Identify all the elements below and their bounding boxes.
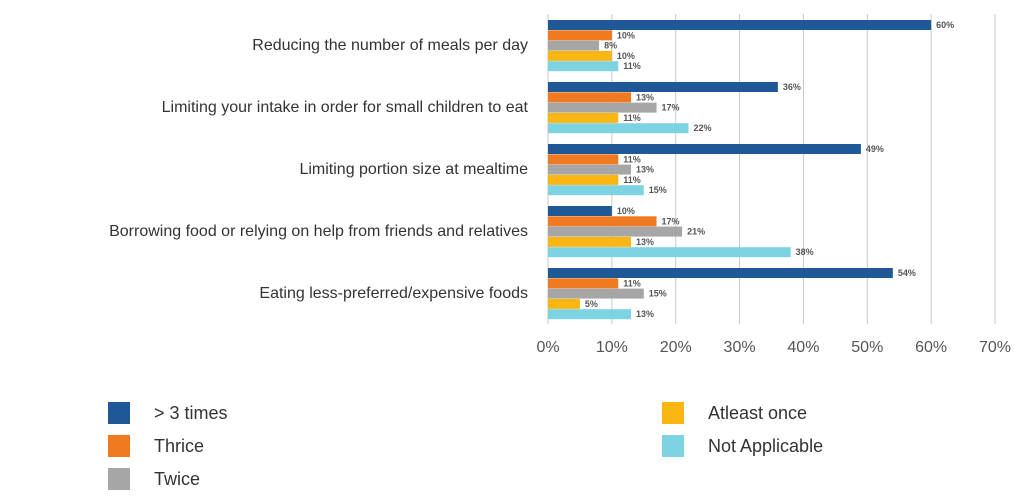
legend-item: > 3 times (108, 401, 228, 425)
legend-item: Atleast once (662, 401, 807, 425)
bar (548, 30, 612, 41)
legend-swatch (108, 468, 130, 490)
bar (548, 112, 619, 123)
bar (548, 174, 619, 185)
x-tick-label: 50% (851, 339, 883, 356)
legend-swatch (662, 402, 684, 424)
bar (548, 20, 932, 30)
data-label: 11% (623, 175, 641, 185)
data-label: 10% (617, 206, 635, 216)
bar (548, 247, 791, 258)
category-label: Reducing the number of meals per day (252, 37, 528, 54)
x-tick-label: 20% (660, 339, 692, 356)
legend-label: Not Applicable (708, 435, 824, 456)
data-label: 8% (604, 41, 617, 51)
data-label: 13% (636, 165, 654, 175)
bar (548, 298, 580, 309)
bar (548, 216, 657, 227)
legend-swatch (662, 435, 684, 457)
bar (548, 268, 893, 278)
bar (548, 144, 861, 154)
bar (548, 206, 612, 216)
bar (548, 236, 632, 247)
data-label: 38% (796, 247, 814, 257)
x-tick-label: 10% (596, 339, 628, 356)
bar (548, 185, 644, 196)
data-label: 13% (636, 237, 654, 247)
data-label: 13% (636, 92, 654, 102)
data-label: 13% (636, 309, 654, 319)
data-label: 22% (693, 123, 711, 133)
x-tick-label: 30% (724, 339, 756, 356)
legend-item: Twice (108, 467, 200, 491)
data-label: 54% (898, 268, 916, 278)
category-label: Borrowing food or relying on help from f… (109, 223, 528, 240)
bar (548, 309, 632, 320)
legend-label: > 3 times (154, 402, 228, 423)
bar (548, 82, 778, 92)
x-tick-label: 0% (536, 339, 559, 356)
bar (548, 92, 632, 103)
bar (548, 226, 683, 237)
bar (548, 102, 657, 113)
data-label: 15% (649, 289, 667, 299)
x-tick-label: 70% (979, 339, 1011, 356)
legend-label: Twice (154, 468, 201, 489)
category-label: Limiting portion size at mealtime (299, 161, 528, 178)
legend-label: Thrice (154, 435, 205, 456)
data-label: 10% (617, 51, 635, 61)
category-label: Limiting your intake in order for small … (162, 99, 529, 116)
bar (548, 61, 619, 72)
data-label: 60% (936, 20, 954, 30)
data-label: 11% (623, 61, 641, 71)
bar (548, 278, 619, 289)
x-tick-label: 40% (787, 339, 819, 356)
category-label: Eating less-preferred/expensive foods (259, 285, 528, 302)
bar (548, 123, 689, 134)
data-label: 49% (866, 144, 884, 154)
x-tick-label: 60% (915, 339, 947, 356)
data-label: 36% (783, 82, 801, 92)
data-label: 15% (649, 185, 667, 195)
legend-swatch (108, 435, 130, 457)
bar (548, 40, 600, 51)
bar (548, 50, 612, 61)
data-label: 17% (662, 103, 680, 113)
data-label: 10% (617, 30, 635, 40)
bar (548, 164, 632, 175)
legend-item: Thrice (108, 434, 204, 458)
data-label: 17% (662, 216, 680, 226)
bar (548, 154, 619, 165)
data-label: 5% (585, 299, 598, 309)
legend-label: Atleast once (708, 402, 808, 423)
bar (548, 288, 644, 299)
data-label: 11% (623, 113, 641, 123)
data-label: 11% (623, 154, 641, 164)
legend-swatch (108, 402, 130, 424)
legend-item: Not Applicable (662, 434, 823, 458)
data-label: 21% (687, 227, 705, 237)
data-label: 11% (623, 278, 641, 288)
